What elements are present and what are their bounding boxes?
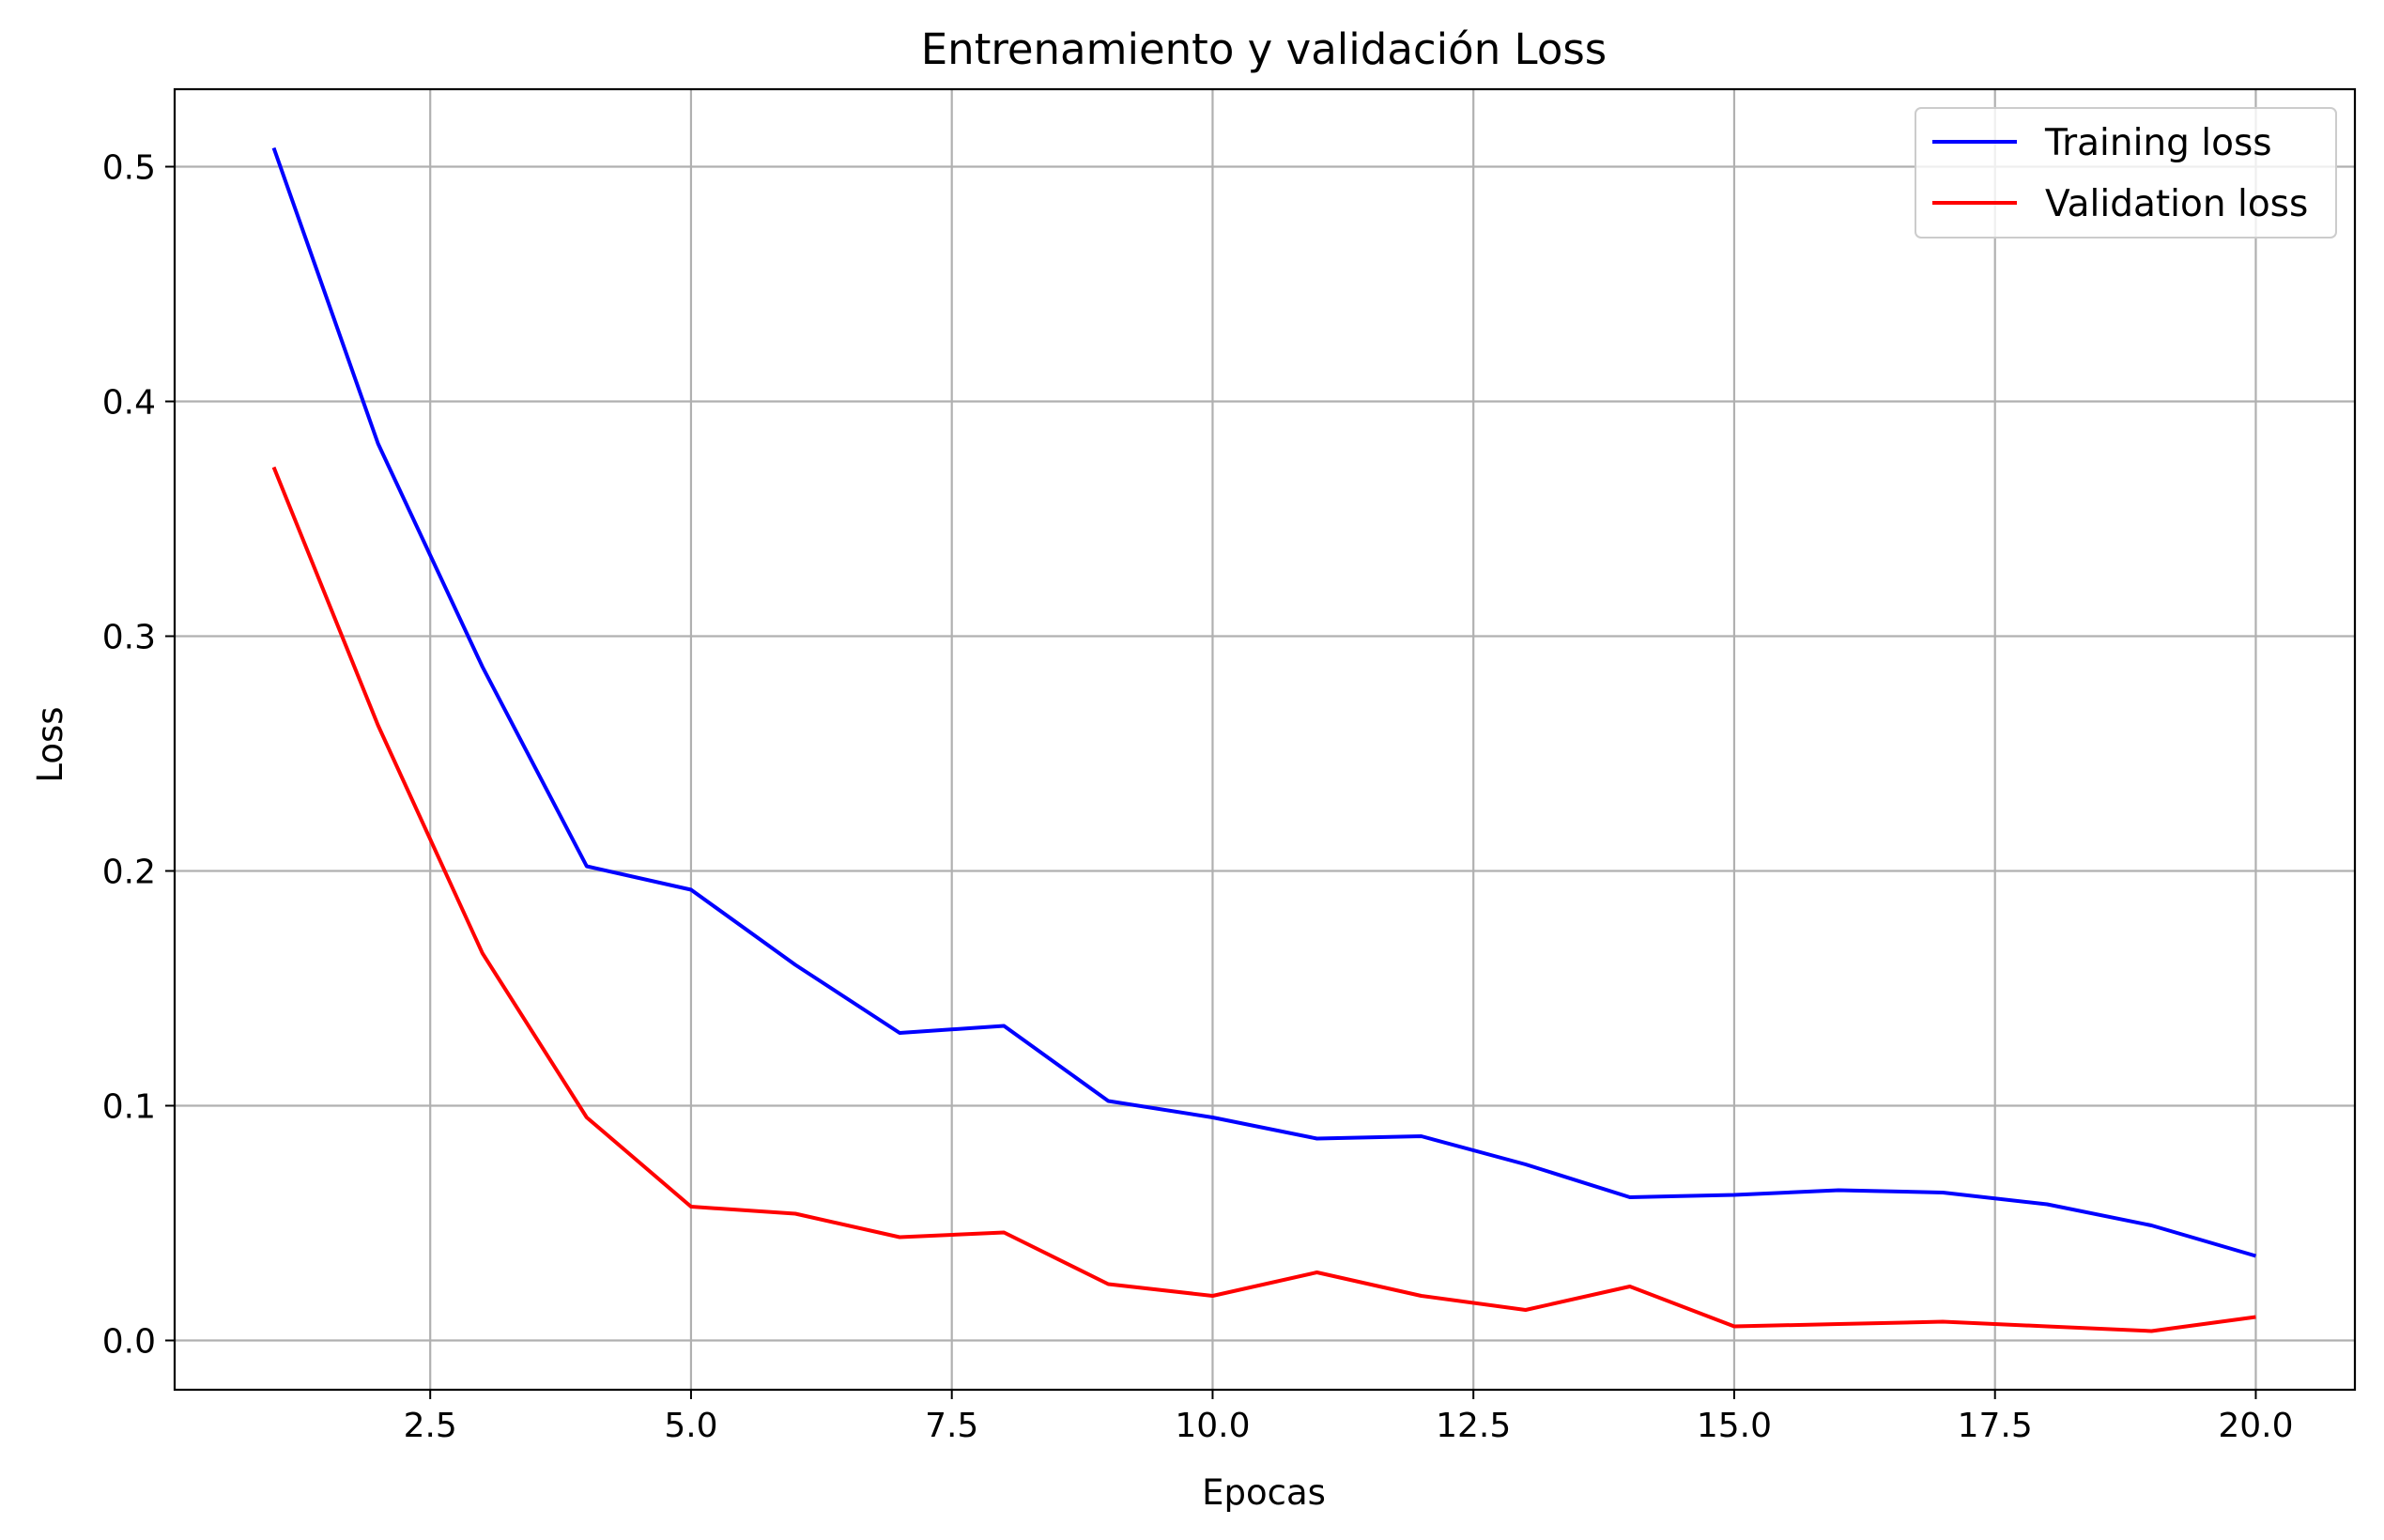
legend-box (1915, 107, 2337, 239)
x-tick-label: 10.0 (1175, 1407, 1250, 1445)
x-tick-label: 15.0 (1697, 1407, 1772, 1445)
x-tick-label: 20.0 (2218, 1407, 2293, 1445)
x-axis-label: Epocas (1202, 1472, 1326, 1513)
x-tick-label: 12.5 (1436, 1407, 1511, 1445)
training-loss-line (271, 146, 2257, 1258)
x-tick-label: 2.5 (404, 1407, 457, 1445)
chart-title: Entrenamiento y validación Loss (921, 24, 1607, 74)
grid-lines (175, 89, 2355, 1390)
plot-frame (173, 87, 2357, 1392)
series-lines (271, 146, 2257, 1333)
y-axis-label: Loss (30, 706, 70, 782)
x-tick-label: 7.5 (925, 1407, 978, 1445)
axes: 2.5 5.0 7.5 10.0 12.5 15.0 17.5 20.0 0.0 0.1 0.2 0.… (102, 87, 2357, 1445)
y-tick-label: 0.4 (102, 384, 156, 423)
validation-loss-line (271, 466, 2256, 1333)
legend-label-training-loss: Training loss (2044, 122, 2272, 164)
y-tick-label: 0.5 (102, 149, 156, 188)
x-tick-label: 17.5 (1958, 1407, 2033, 1445)
legend: Training loss Validation loss (1915, 107, 2337, 239)
y-tick-label: 0.0 (102, 1323, 156, 1362)
y-tick-label: 0.2 (102, 854, 156, 892)
y-tick-label: 0.3 (102, 619, 156, 657)
x-tick-label: 5.0 (664, 1407, 717, 1445)
legend-label-validation-loss: Validation loss (2045, 183, 2308, 225)
y-tick-label: 0.1 (102, 1088, 156, 1127)
